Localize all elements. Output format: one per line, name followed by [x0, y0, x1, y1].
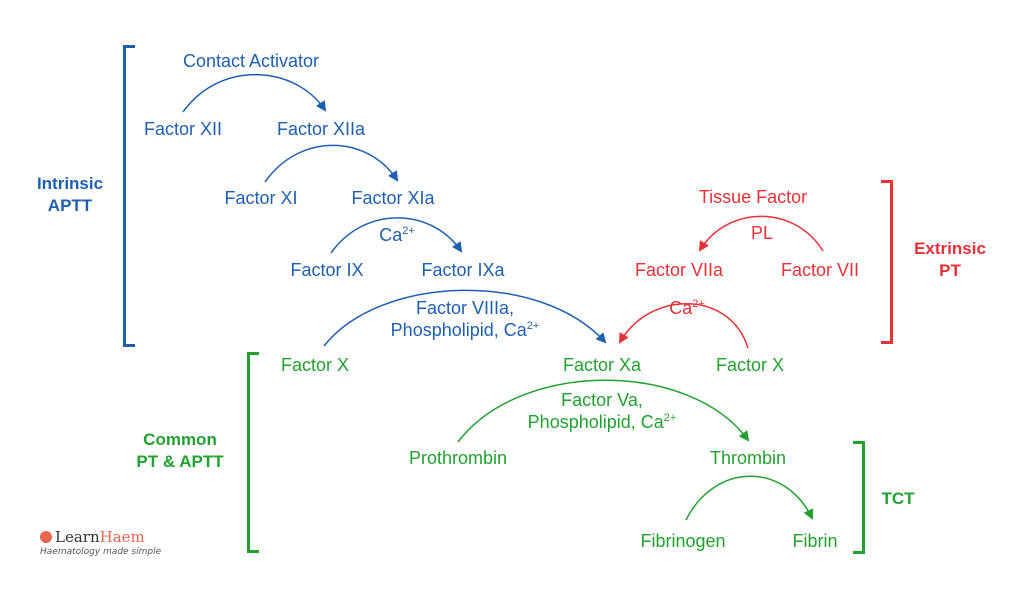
intrinsic-cofactor-line1: Factor VIIIa, — [416, 297, 514, 319]
node-fibrin: Fibrin — [792, 530, 837, 552]
common-bracket — [247, 352, 259, 553]
logo-tagline: Haematology made simple — [40, 547, 161, 557]
extrinsic-calcium-label: Ca2+ — [669, 297, 705, 319]
intrinsic-label-line1: Intrinsic — [37, 173, 103, 195]
tct-bracket — [853, 441, 865, 554]
node-factor-ix: Factor IX — [290, 259, 363, 281]
node-factor-xia: Factor XIa — [351, 187, 434, 209]
node-thrombin: Thrombin — [710, 447, 786, 469]
node-factor-x-right: Factor X — [716, 354, 784, 376]
common-label-line1: Common — [136, 429, 223, 451]
intrinsic-calcium-base: Ca — [379, 225, 402, 245]
arrow-xi-to-xia — [265, 145, 397, 182]
node-factor-xii: Factor XII — [144, 118, 222, 140]
node-factor-xiia: Factor XIIa — [277, 118, 365, 140]
logo-name: LearnHaem — [55, 528, 145, 546]
logo-name-part2: Haem — [100, 528, 145, 546]
logo-name-part1: Learn — [55, 528, 100, 546]
intrinsic-cofactor-line2-charge: 2+ — [527, 320, 540, 332]
node-fibrinogen: Fibrinogen — [640, 530, 725, 552]
intrinsic-label: Intrinsic APTT — [37, 173, 103, 217]
node-factor-x-left: Factor X — [281, 354, 349, 376]
intrinsic-bracket — [123, 45, 135, 347]
extrinsic-label-line2: PT — [914, 260, 986, 282]
node-factor-viia: Factor VIIa — [635, 259, 723, 281]
tct-label: TCT — [881, 488, 914, 510]
common-label-line2: PT & APTT — [136, 451, 223, 473]
extrinsic-label: Extrinsic PT — [914, 238, 986, 282]
extrinsic-calcium-base: Ca — [669, 298, 692, 318]
extrinsic-bracket — [881, 180, 893, 344]
node-factor-xi: Factor XI — [224, 187, 297, 209]
intrinsic-calcium-label: Ca2+ — [379, 224, 415, 246]
node-factor-vii: Factor VII — [781, 259, 859, 281]
node-factor-ixa: Factor IXa — [421, 259, 504, 281]
extrinsic-calcium-charge: 2+ — [692, 298, 705, 310]
common-cofactor-line2: Phospholipid, Ca2+ — [528, 411, 677, 433]
common-cofactor-line2-charge: 2+ — [664, 412, 677, 424]
intrinsic-cofactor-line2: Phospholipid, Ca2+ — [391, 319, 540, 341]
node-tissue-factor: Tissue Factor — [699, 186, 807, 208]
contact-activator-label: Contact Activator — [183, 50, 319, 72]
arrow-fibrinogen-to-fibrin — [686, 476, 812, 520]
node-prothrombin: Prothrombin — [409, 447, 507, 469]
extrinsic-label-line1: Extrinsic — [914, 238, 986, 260]
arrow-xii-to-xiia — [183, 75, 325, 112]
intrinsic-label-line2: APTT — [37, 195, 103, 217]
intrinsic-calcium-charge: 2+ — [402, 225, 415, 237]
common-cofactor-line1: Factor Va, — [561, 389, 643, 411]
node-factor-xa: Factor Xa — [563, 354, 641, 376]
common-cofactor-line2-base: Phospholipid, Ca — [528, 412, 664, 432]
common-label: Common PT & APTT — [136, 429, 223, 473]
learnhaem-logo: LearnHaem Haematology made simple — [40, 528, 161, 557]
extrinsic-pl-label: PL — [751, 222, 773, 244]
logo-dot-icon — [40, 531, 52, 543]
intrinsic-cofactor-line2-base: Phospholipid, Ca — [391, 320, 527, 340]
